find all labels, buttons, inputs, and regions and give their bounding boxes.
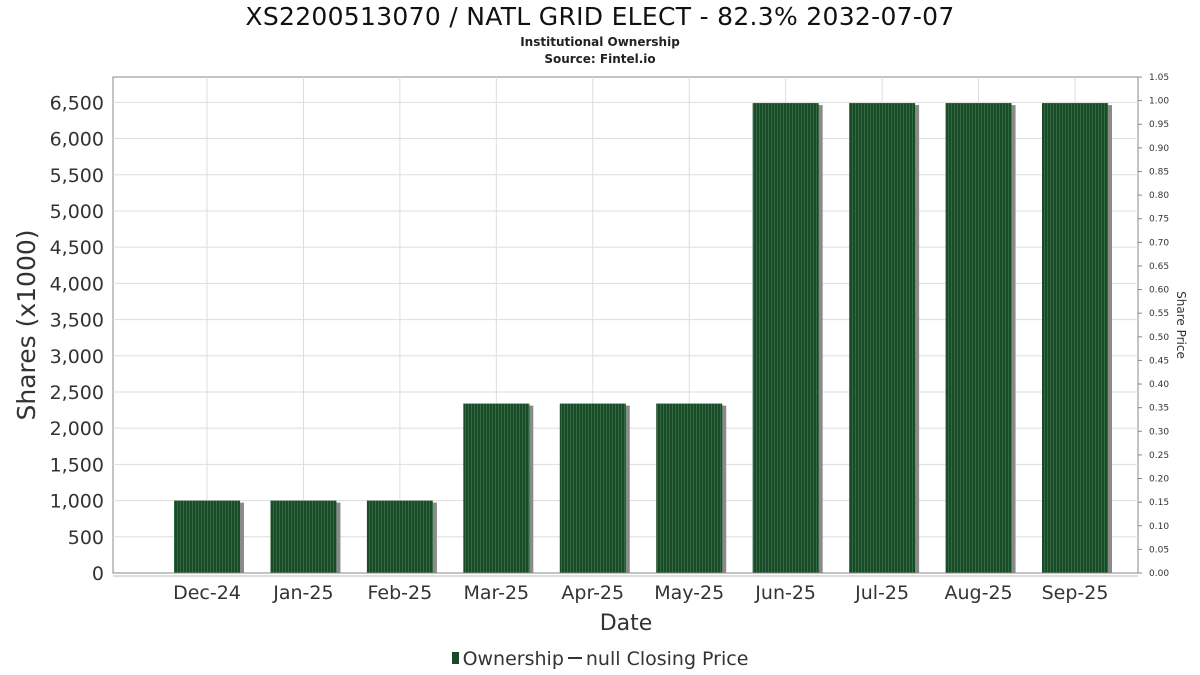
legend: Ownership null Closing Price: [0, 648, 1200, 670]
x-tick-label: Apr-25: [561, 582, 624, 604]
y2-tick-label: 0.40: [1149, 380, 1169, 390]
y-tick-label: 2,000: [50, 418, 104, 440]
y2-tick-label: 0.50: [1149, 333, 1169, 343]
y2-tick-label: 0.45: [1149, 356, 1169, 366]
y2-tick-label: 0.35: [1149, 404, 1169, 414]
y-tick-label: 0: [92, 563, 104, 585]
x-tick-label: Aug-25: [944, 582, 1012, 604]
x-tick-label: Feb-25: [368, 582, 433, 604]
bar: [559, 403, 626, 573]
y-tick-label: 4,000: [50, 273, 104, 295]
y2-tick-label: 0.55: [1149, 309, 1169, 319]
y2-tick-label: 1.00: [1149, 97, 1169, 107]
bar: [174, 500, 240, 573]
y2-tick-label: 0.80: [1149, 191, 1169, 201]
bar: [270, 500, 337, 573]
y2-tick-label: 0.30: [1149, 427, 1169, 437]
chart-source: Source: Fintel.io: [544, 52, 656, 66]
y-tick-label: 3,000: [50, 346, 104, 368]
y2-tick-label: 0.95: [1149, 120, 1169, 130]
chart-subtitle: Institutional Ownership: [520, 35, 680, 49]
y2-tick-label: 0.10: [1149, 522, 1169, 532]
chart-title: XS2200513070 / NATL GRID ELECT - 82.3% 2…: [245, 2, 955, 31]
y2-tick-label: 1.05: [1149, 73, 1169, 83]
legend-ownership-label: Ownership: [462, 648, 564, 670]
x-tick-label: Jun-25: [754, 582, 816, 604]
x-tick-label: May-25: [654, 582, 724, 604]
y2-tick-label: 0.85: [1149, 167, 1169, 177]
bar: [366, 500, 433, 573]
y2-tick-label: 0.75: [1149, 215, 1169, 225]
x-axis-label: Date: [600, 611, 653, 636]
y-tick-label: 4,500: [50, 237, 104, 259]
legend-closing-price-label: null Closing Price: [585, 648, 749, 670]
legend-ownership-swatch: [451, 651, 459, 664]
y2-axis-label: Share Price: [1174, 291, 1188, 359]
y-tick-label: 3,500: [50, 310, 104, 332]
y2-tick-label: 0.20: [1149, 475, 1169, 485]
y-tick-label: 500: [68, 527, 104, 549]
y2-tick-label: 0.65: [1149, 262, 1169, 272]
y2-tick-label: 0.70: [1149, 238, 1169, 248]
y-axis-label: Shares (x1000): [12, 229, 41, 420]
y-tick-label: 5,000: [50, 201, 104, 223]
x-tick-label: Mar-25: [463, 582, 529, 604]
y2-tick-label: 0.25: [1149, 451, 1169, 461]
bar: [752, 103, 819, 574]
y2-tick-label: 0.90: [1149, 144, 1169, 154]
x-tick-label: Sep-25: [1042, 582, 1109, 604]
x-tick-label: Jul-25: [854, 582, 909, 604]
y-tick-label: 5,500: [50, 165, 104, 187]
y2-tick-label: 0.15: [1149, 498, 1169, 508]
y2-tick-label: 0.60: [1149, 286, 1169, 296]
y-tick-label: 1,500: [50, 454, 104, 476]
x-tick-label: Jan-25: [272, 582, 333, 604]
y-tick-label: 1,000: [50, 491, 104, 513]
bar: [463, 403, 530, 573]
y2-tick-label: 0.00: [1149, 569, 1169, 579]
legend-closing-price-line: [567, 656, 582, 659]
bar: [1042, 103, 1108, 574]
y-tick-label: 6,500: [50, 92, 104, 114]
y2-tick-label: 0.05: [1149, 545, 1169, 555]
bar: [656, 403, 723, 573]
x-tick-label: Dec-24: [173, 582, 241, 604]
y-tick-label: 6,000: [50, 129, 104, 151]
y-tick-label: 2,500: [50, 382, 104, 404]
bar: [849, 103, 916, 574]
bar: [945, 103, 1012, 574]
